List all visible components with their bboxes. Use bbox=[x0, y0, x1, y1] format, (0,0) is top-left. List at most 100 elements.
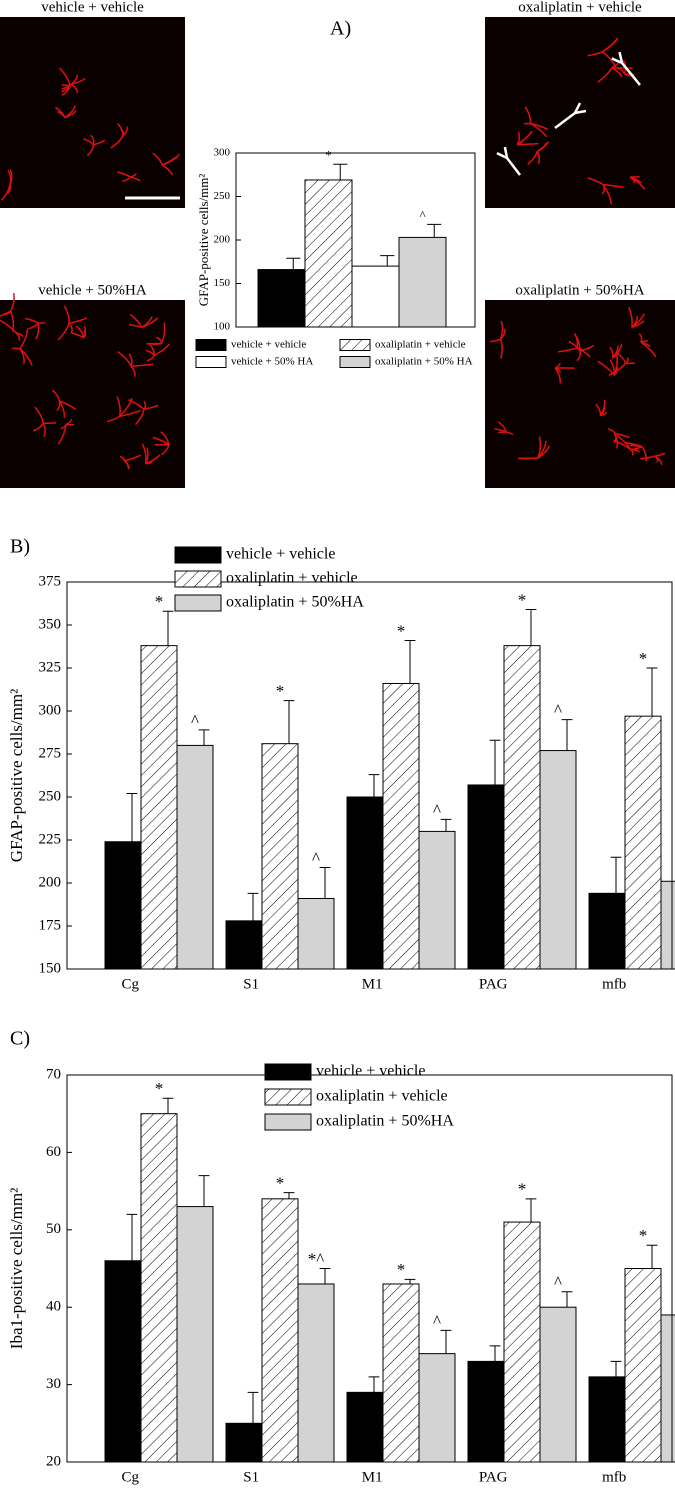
bar bbox=[140, 1113, 178, 1463]
astrocyte-process bbox=[568, 340, 581, 352]
bar bbox=[382, 1283, 420, 1463]
micrograph bbox=[0, 300, 185, 488]
error-bar bbox=[198, 729, 210, 746]
bar bbox=[539, 1306, 577, 1463]
astrocyte-process bbox=[68, 322, 73, 334]
bar bbox=[225, 920, 263, 970]
y-tick-label: 100 bbox=[214, 321, 231, 333]
error-bar bbox=[525, 1198, 537, 1223]
y-tick-label: 275 bbox=[39, 745, 62, 761]
legend-label: oxaliplatin + vehicle bbox=[375, 339, 466, 351]
plot-frame bbox=[235, 152, 476, 328]
astrocyte-process bbox=[141, 443, 147, 464]
astrocyte-process bbox=[505, 431, 514, 436]
bar bbox=[467, 784, 505, 970]
significance-marker: * bbox=[518, 1180, 527, 1199]
error-bar bbox=[286, 257, 301, 270]
astrocyte-process bbox=[611, 345, 619, 359]
astrocyte-process bbox=[161, 444, 170, 456]
significance-marker: ^ bbox=[191, 711, 199, 730]
astrocyte-process bbox=[500, 328, 506, 340]
error-bar bbox=[198, 1175, 210, 1207]
astrocyte-process bbox=[628, 306, 633, 328]
astrocyte-process bbox=[42, 423, 46, 437]
error-bar bbox=[368, 1376, 380, 1393]
bar bbox=[588, 1376, 626, 1463]
x-tick-label: Cg bbox=[121, 976, 139, 992]
astrocyte-process bbox=[143, 404, 159, 411]
significance-marker: ^ bbox=[554, 701, 562, 720]
bar bbox=[382, 682, 420, 970]
bar bbox=[176, 744, 214, 970]
y-tick-label: 175 bbox=[39, 917, 62, 933]
astrocyte-process bbox=[152, 152, 163, 166]
y-tick-label: 40 bbox=[46, 1299, 61, 1315]
legend-swatch bbox=[264, 1063, 312, 1081]
astrocyte-process bbox=[86, 144, 95, 157]
panel-label: C) bbox=[10, 1028, 30, 1050]
legend-label: oxaliplatin + 50%HA bbox=[316, 1113, 454, 1130]
error-bar bbox=[126, 1213, 138, 1261]
arrow bbox=[506, 157, 521, 176]
bar bbox=[660, 1314, 675, 1463]
panel-label: A) bbox=[330, 18, 351, 40]
astrocyte-process bbox=[83, 138, 94, 146]
astrocyte-process bbox=[607, 428, 616, 434]
astrocyte-process bbox=[536, 151, 541, 165]
error-bar bbox=[283, 1192, 295, 1199]
significance-marker: * bbox=[325, 147, 332, 162]
bar bbox=[104, 841, 142, 970]
astrocyte-process bbox=[119, 455, 126, 462]
astrocyte-process bbox=[152, 436, 170, 446]
y-tick-label: 300 bbox=[214, 147, 231, 159]
astrocyte-process bbox=[579, 344, 595, 352]
astrocyte-process bbox=[517, 142, 539, 146]
astrocyte-process bbox=[117, 350, 132, 367]
significance-marker: * bbox=[639, 1226, 648, 1245]
bar bbox=[257, 269, 306, 328]
astrocyte-process bbox=[54, 106, 66, 119]
astrocyte-process bbox=[19, 328, 29, 350]
astrocyte-process bbox=[631, 313, 645, 329]
arrow-head bbox=[496, 146, 509, 161]
astrocyte-process bbox=[587, 50, 603, 57]
astrocyte-process bbox=[34, 406, 45, 424]
y-tick-label: 350 bbox=[39, 616, 62, 632]
micrograph-label: oxaliplatin + vehicle bbox=[518, 0, 642, 15]
astrocyte-process bbox=[573, 333, 581, 352]
bar bbox=[398, 236, 447, 328]
astrocyte-process bbox=[597, 360, 615, 376]
astrocyte-process bbox=[587, 177, 604, 186]
error-bar bbox=[440, 1329, 452, 1354]
error-bar bbox=[404, 1278, 416, 1284]
astrocyte-process bbox=[15, 332, 21, 341]
y-tick-label: 60 bbox=[46, 1144, 61, 1160]
significance-marker: ^ bbox=[419, 207, 425, 222]
x-tick-label: PAG bbox=[479, 976, 508, 992]
astrocyte-process bbox=[524, 106, 532, 124]
legend-swatch bbox=[174, 546, 222, 564]
bar bbox=[346, 796, 384, 970]
x-tick-label: PAG bbox=[479, 1469, 508, 1485]
significance-marker: * bbox=[155, 1079, 164, 1098]
bar bbox=[418, 830, 456, 970]
x-tick-label: S1 bbox=[243, 976, 259, 992]
y-tick-label: 30 bbox=[46, 1376, 61, 1392]
astrocyte-process bbox=[9, 169, 13, 185]
significance-marker: * bbox=[276, 682, 285, 701]
error-bar bbox=[380, 255, 395, 267]
error-bar bbox=[440, 818, 452, 832]
bar bbox=[261, 1198, 299, 1463]
arrow bbox=[621, 62, 641, 86]
astrocyte-process bbox=[161, 153, 181, 166]
astrocyte-process bbox=[145, 461, 153, 465]
error-bar bbox=[162, 610, 174, 646]
error-bar bbox=[561, 719, 573, 751]
x-tick-label: M1 bbox=[362, 976, 383, 992]
astrocyte-process bbox=[601, 184, 606, 195]
bar bbox=[304, 179, 353, 328]
legend-swatch bbox=[264, 1088, 312, 1106]
astrocyte-process bbox=[64, 105, 77, 119]
legend-label: oxaliplatin + 50% HA bbox=[375, 356, 473, 368]
bar bbox=[346, 1391, 384, 1463]
